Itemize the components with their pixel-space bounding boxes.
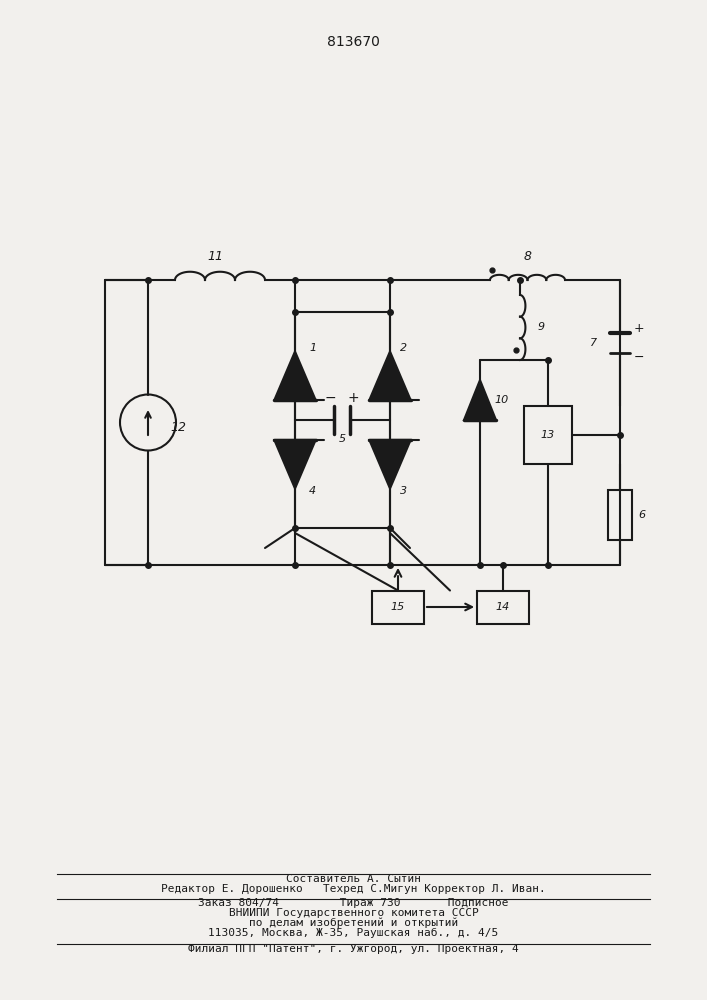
Text: 15: 15 [391,602,405,612]
Text: 6: 6 [638,510,645,520]
Text: +: + [634,322,645,336]
Text: 8: 8 [523,250,532,263]
Text: ВНИИПИ Государственного комитета СССР: ВНИИПИ Государственного комитета СССР [228,908,479,918]
Polygon shape [274,351,315,400]
Polygon shape [369,440,411,489]
Text: Редактор Е. Дорошенко   Техред С.Мигун Корректор Л. Иван.: Редактор Е. Дорошенко Техред С.Мигун Кор… [161,884,546,894]
Polygon shape [369,351,411,400]
Text: 3: 3 [400,486,407,496]
Text: Филиал ПГП "Патент", г. Ужгород, ул. Проектная, 4: Филиал ПГП "Патент", г. Ужгород, ул. Про… [188,944,519,954]
Polygon shape [274,440,315,489]
Text: −: − [634,351,645,363]
Text: 14: 14 [496,602,510,612]
Bar [524,406,572,464]
Text: +: + [348,391,359,405]
Text: по делам изобретений и открытий: по делам изобретений и открытий [249,918,458,928]
Polygon shape [464,380,496,420]
Bar [608,489,632,540]
Text: 113035, Москва, Ж-35, Раушская наб., д. 4/5: 113035, Москва, Ж-35, Раушская наб., д. … [209,928,498,938]
Text: Составитель А. Сытин: Составитель А. Сытин [286,874,421,884]
Bar [477,590,529,624]
Text: 9: 9 [538,322,545,332]
Text: Заказ 804/74         Тираж 730       Подписное: Заказ 804/74 Тираж 730 Подписное [198,898,509,908]
Text: 7: 7 [590,338,597,348]
Text: 10: 10 [494,395,508,405]
Text: 4: 4 [309,486,316,496]
Text: 13: 13 [541,430,555,440]
Text: 2: 2 [400,343,407,353]
Text: 5: 5 [339,434,346,444]
Text: 813670: 813670 [327,35,380,49]
Text: 12: 12 [170,421,186,434]
Text: 1: 1 [309,343,316,353]
Text: −: − [325,391,336,405]
Bar [372,590,424,624]
Text: 11: 11 [207,250,223,263]
